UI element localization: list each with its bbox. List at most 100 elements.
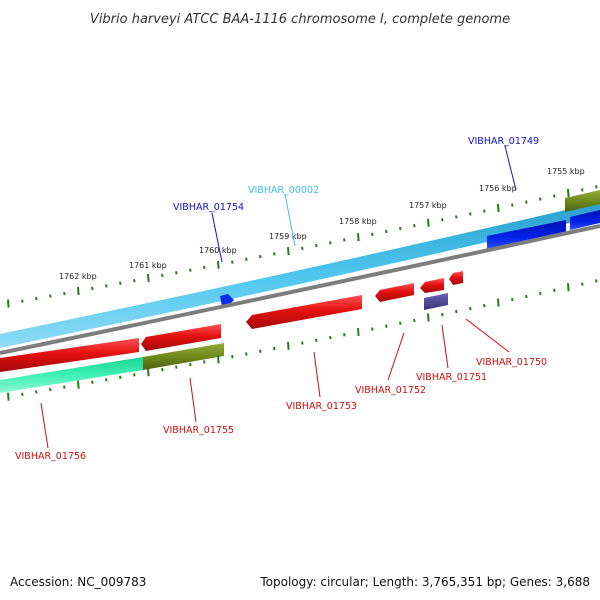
- minor-tick: [21, 299, 24, 303]
- major-tick: [7, 299, 10, 308]
- minor-tick: [161, 273, 164, 278]
- label-vibhar-01749[interactable]: VIBHAR_01749: [468, 136, 539, 147]
- major-tick: [567, 283, 570, 292]
- gene-vibhar-01755[interactable]: [143, 343, 224, 370]
- outer-tick-row: [7, 185, 598, 308]
- leader-vibhar-01756: [40, 402, 49, 449]
- major-tick: [77, 286, 80, 296]
- leader-vibhar-01751: [441, 324, 449, 369]
- minor-tick: [301, 341, 304, 345]
- inner-tick-row: [7, 279, 598, 401]
- minor-tick: [511, 297, 514, 302]
- minor-tick: [203, 265, 206, 270]
- minor-tick: [539, 197, 542, 201]
- minor-tick: [259, 349, 262, 353]
- gene-vibhar-01752[interactable]: [375, 283, 414, 302]
- minor-tick: [413, 223, 416, 228]
- minor-tick: [455, 215, 458, 219]
- major-tick: [357, 233, 360, 242]
- minor-tick: [329, 335, 332, 340]
- scale-label-1757: 1757 kbp: [409, 201, 447, 210]
- gene-vibhar-01756[interactable]: [0, 357, 143, 393]
- major-tick: [147, 368, 150, 377]
- minor-tick: [273, 252, 276, 256]
- scale-label-1760: 1760 kbp: [199, 246, 237, 255]
- minor-tick: [231, 260, 234, 264]
- leader-vibhar-01754: [211, 212, 223, 263]
- minor-tick: [441, 312, 444, 317]
- leader-vibhar-00002: [284, 193, 296, 247]
- leader-vibhar-01752: [387, 332, 405, 381]
- label-vibhar-01751[interactable]: VIBHAR_01751: [416, 372, 487, 383]
- minor-tick: [581, 188, 584, 192]
- gene-vibhar-01749-tail[interactable]: [570, 210, 600, 230]
- minor-tick: [539, 291, 542, 296]
- minor-tick: [413, 318, 416, 323]
- minor-tick: [203, 360, 206, 364]
- minor-tick: [21, 392, 24, 397]
- minor-tick: [231, 354, 234, 359]
- major-tick: [147, 273, 150, 283]
- label-vibhar-01755[interactable]: VIBHAR_01755: [163, 425, 234, 436]
- gene-red-long-left[interactable]: [0, 338, 139, 372]
- minor-tick: [595, 279, 598, 283]
- gene-vibhar-01750[interactable]: [449, 271, 463, 285]
- minor-tick: [245, 352, 248, 356]
- minor-tick: [273, 346, 276, 351]
- minor-tick: [49, 294, 52, 298]
- minor-tick: [525, 294, 528, 299]
- gene-vibhar-01749[interactable]: [487, 220, 566, 249]
- minor-tick: [343, 238, 346, 242]
- minor-tick: [371, 327, 374, 331]
- gene-vibhar-01753[interactable]: [246, 295, 362, 329]
- label-vibhar-00002[interactable]: VIBHAR_00002: [248, 185, 319, 196]
- leader-vibhar-01750: [465, 318, 510, 353]
- major-tick: [427, 218, 430, 227]
- label-vibhar-01754[interactable]: VIBHAR_01754: [173, 202, 244, 213]
- minor-tick: [469, 212, 472, 216]
- major-tick: [497, 203, 500, 213]
- minor-tick: [91, 380, 94, 384]
- minor-tick: [189, 268, 192, 272]
- minor-tick: [581, 282, 584, 286]
- minor-tick: [245, 257, 248, 262]
- minor-tick: [133, 278, 136, 283]
- minor-tick: [553, 288, 556, 293]
- gene-vibhar-01754[interactable]: [220, 294, 234, 307]
- accession-text: Accession: NC_009783: [10, 575, 146, 589]
- leader-vibhar-01749: [504, 145, 517, 191]
- minor-tick: [175, 271, 178, 275]
- minor-tick: [105, 284, 108, 288]
- scale-label-1755: 1755 kbp: [547, 167, 585, 176]
- label-vibhar-01756[interactable]: VIBHAR_01756: [15, 451, 86, 462]
- major-tick: [287, 247, 290, 256]
- scale-label-1759: 1759 kbp: [269, 232, 307, 241]
- minor-tick: [595, 185, 598, 189]
- backbone-line: [0, 224, 600, 355]
- minor-tick: [105, 378, 108, 382]
- gene-red-mid-left[interactable]: [141, 324, 221, 351]
- major-tick: [77, 380, 80, 389]
- gene-vibhar-01751[interactable]: [420, 278, 444, 293]
- leader-lines: [40, 145, 517, 449]
- gene-olive-right[interactable]: [565, 190, 600, 212]
- label-vibhar-01753[interactable]: VIBHAR_01753: [286, 401, 357, 412]
- major-tick: [217, 355, 220, 364]
- label-vibhar-01750[interactable]: VIBHAR_01750: [476, 357, 547, 368]
- label-vibhar-01752[interactable]: VIBHAR_01752: [355, 385, 426, 396]
- gene-purple[interactable]: [424, 293, 448, 310]
- minor-tick: [371, 232, 374, 236]
- minor-tick: [315, 243, 318, 248]
- scale-label-1762: 1762 kbp: [59, 272, 97, 281]
- minor-tick: [441, 218, 444, 222]
- minor-tick: [133, 373, 136, 377]
- minor-tick: [119, 281, 122, 285]
- scale-label-1761: 1761 kbp: [129, 261, 167, 270]
- minor-tick: [315, 338, 318, 343]
- minor-tick: [175, 365, 178, 369]
- minor-tick: [469, 306, 472, 311]
- leader-vibhar-01755: [189, 377, 197, 423]
- minor-tick: [525, 200, 528, 204]
- major-tick: [357, 327, 360, 336]
